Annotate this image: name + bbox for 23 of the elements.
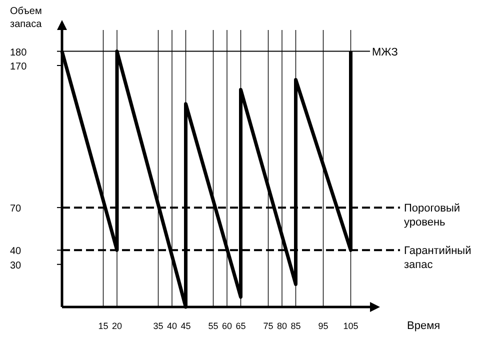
y-tick-label: 30 [10,260,22,272]
ref-line-label: МЖЗ [372,46,398,58]
x-tick-label: 20 [112,321,122,331]
x-tick-label: 15 [98,321,108,331]
y-tick-label: 40 [10,246,22,258]
x-axis-title: Время [407,320,440,332]
ref-line-label: Пороговый уровень [404,202,460,229]
x-tick-label: 40 [166,321,178,331]
x-tick-label: 60 [222,321,232,331]
x-tick-label: 85 [290,321,301,331]
x-tick-label: 80 [276,321,288,331]
ref-line-label: Гарантийный запас [404,245,472,272]
y-tick-label: 70 [10,204,22,215]
x-tick-label: 105 [343,321,358,331]
y-tick-label: 170 [10,62,28,73]
y-tick-label: 180 [10,47,28,58]
x-tick-label: 65 [236,321,246,331]
x-tick-label: 45 [180,321,191,331]
x-tick-label: 95 [318,321,328,331]
x-tick-label: 55 [208,321,218,331]
x-tick-label: 75 [263,321,274,331]
y-axis-title: Объем запаса [10,6,42,30]
x-tick-label: 35 [153,321,164,331]
